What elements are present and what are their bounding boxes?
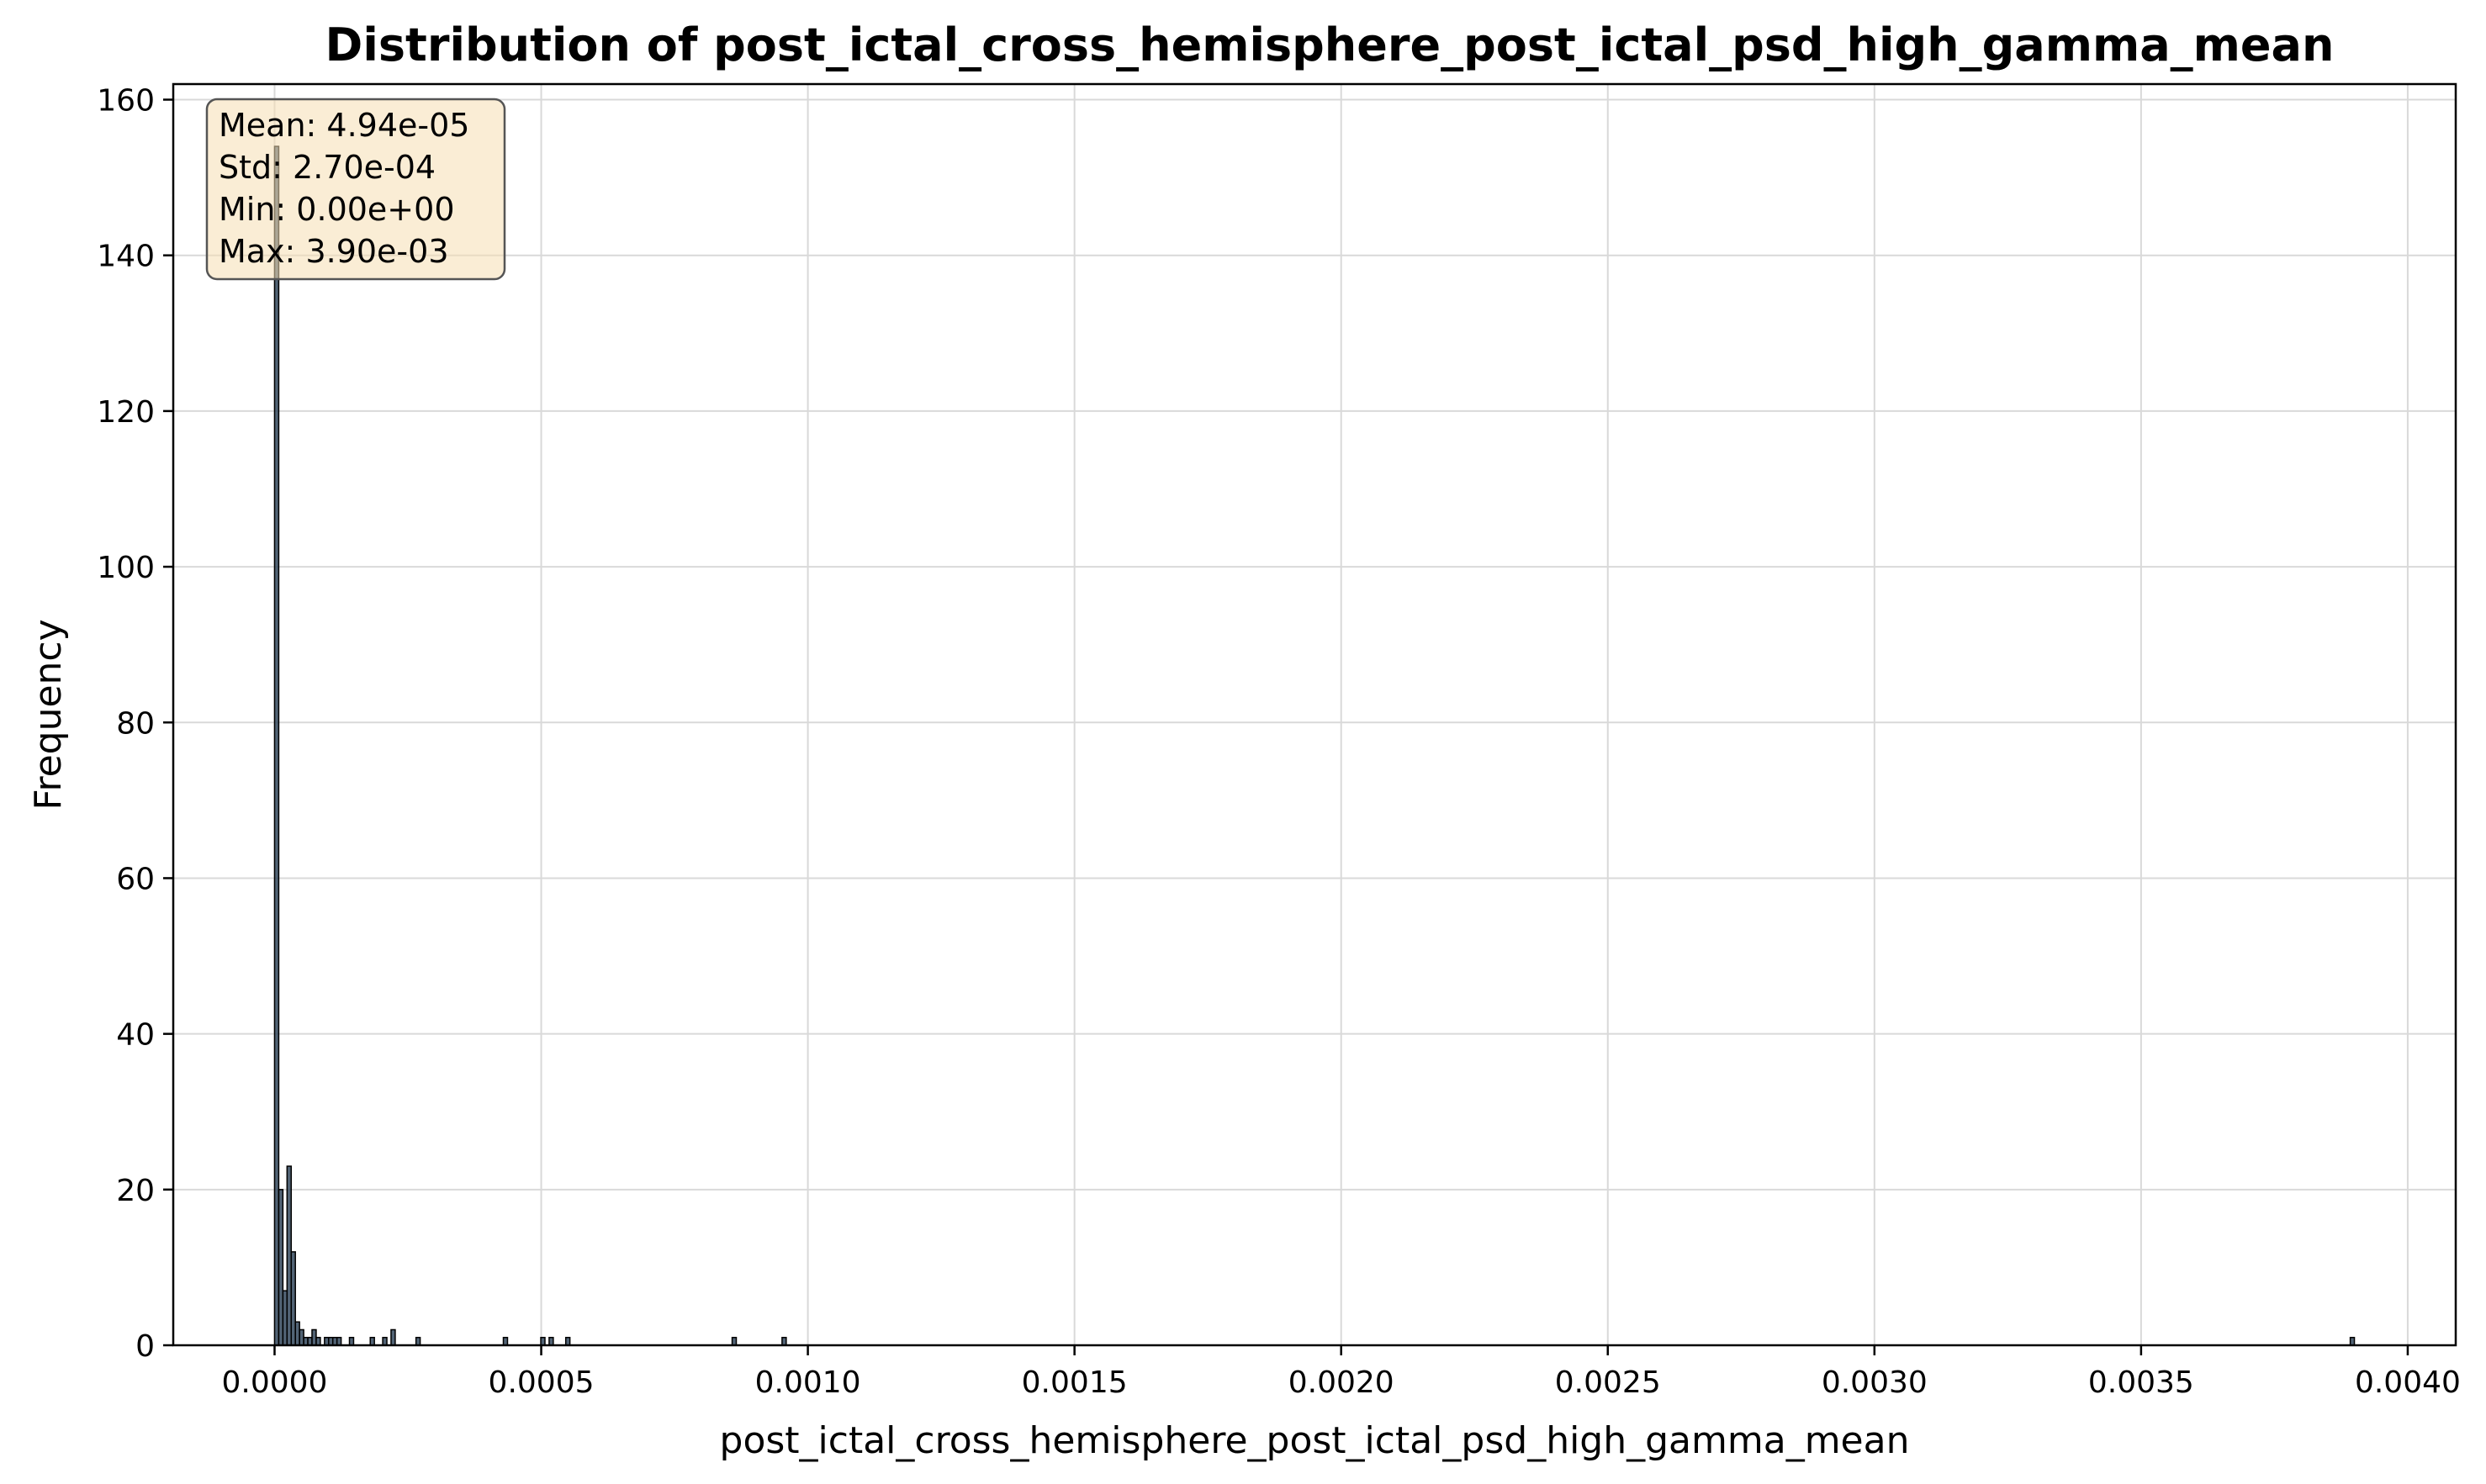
histogram-bar: [415, 1336, 421, 1346]
x-tick-label: 0.0030: [1822, 1365, 1928, 1400]
x-tick-label: 0.0025: [1555, 1365, 1661, 1400]
x-axis-label: post_ictal_cross_hemisphere_post_ictal_p…: [720, 1419, 1910, 1462]
histogram-bar: [273, 145, 280, 1346]
x-tick-label: 0.0000: [221, 1365, 327, 1400]
x-tick-label: 0.0020: [1288, 1365, 1394, 1400]
y-tick-label: 120: [97, 395, 155, 430]
histogram-bar: [564, 1336, 571, 1346]
histogram-bar: [315, 1336, 321, 1346]
y-axis-ticks: 0 20 40 60 80 100 120 140 160: [97, 84, 173, 1364]
histogram-bar: [390, 1328, 396, 1346]
y-tick-label: 100: [97, 551, 155, 585]
y-tick-label: 0: [135, 1329, 155, 1364]
y-tick-label: 140: [97, 240, 155, 274]
y-tick-label: 40: [116, 1018, 155, 1053]
stats-box-background: [205, 98, 506, 281]
histogram-bar: [348, 1336, 355, 1346]
histogram-bar: [731, 1336, 738, 1346]
y-tick-label: 60: [116, 862, 155, 896]
histogram-bar: [540, 1336, 546, 1346]
chart-title: Distribution of post_ictal_cross_hemisph…: [325, 18, 2335, 71]
histogram-bar: [2349, 1336, 2356, 1346]
histogram-bar: [336, 1336, 342, 1346]
stats-max: Max: 3.90e-03: [219, 233, 449, 270]
stats-std: Std: 2.70e-04: [219, 149, 436, 186]
histogram-bar: [502, 1336, 509, 1346]
y-axis-label: Frequency: [27, 619, 70, 810]
x-tick-label: 0.0005: [489, 1365, 595, 1400]
x-tick-label: 0.0015: [1022, 1365, 1128, 1400]
stats-mean: Mean: 4.94e-05: [219, 107, 469, 144]
stats-min: Min: 0.00e+00: [219, 191, 455, 228]
stats-box: Mean: 4.94e-05 Std: 2.70e-04 Min: 0.00e+…: [205, 98, 506, 281]
y-tick-label: 160: [97, 84, 155, 119]
x-tick-label: 0.0035: [2088, 1365, 2194, 1400]
y-tick-label: 20: [116, 1174, 155, 1208]
histogram-bar: [369, 1336, 375, 1346]
y-tick-label: 80: [116, 706, 155, 741]
histogram-bar: [548, 1336, 554, 1346]
histogram-bar: [781, 1336, 787, 1346]
x-axis-ticks: 0.0000 0.0005 0.0010 0.0015 0.0020 0.0025 0.00…: [221, 1345, 2461, 1400]
histogram-bar: [382, 1336, 388, 1346]
histogram-bars: [273, 145, 2356, 1346]
x-tick-label: 0.0040: [2355, 1365, 2461, 1400]
x-tick-label: 0.0010: [755, 1365, 861, 1400]
plot-area-frame: [172, 82, 2457, 1347]
